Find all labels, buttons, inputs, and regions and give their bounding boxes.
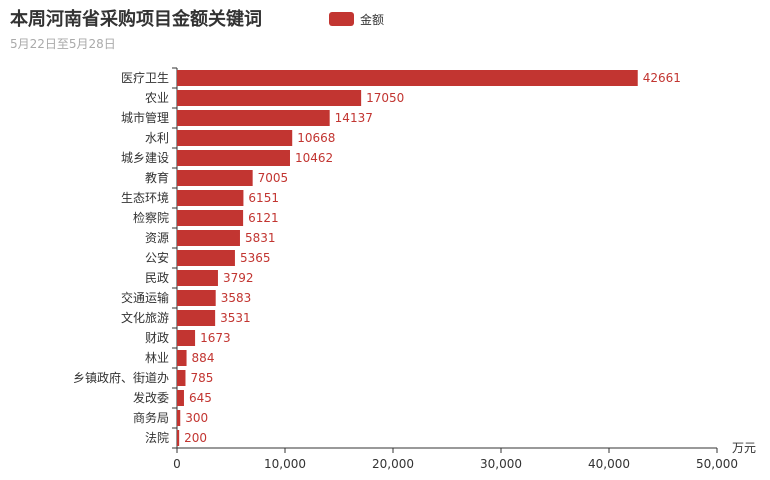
bar xyxy=(177,250,235,266)
bar xyxy=(177,390,184,406)
bar xyxy=(177,90,362,106)
data-label: 200 xyxy=(184,431,207,445)
legend-label: 金额 xyxy=(360,12,384,27)
chart-title: 本周河南省采购项目金额关键词 xyxy=(10,8,262,30)
data-label: 3583 xyxy=(221,291,252,305)
y-tick-label: 文化旅游 xyxy=(121,310,169,325)
bar xyxy=(177,290,216,306)
x-tick-label: 20,000 xyxy=(372,457,414,471)
y-tick-label: 生态环境 xyxy=(121,190,169,205)
data-label: 785 xyxy=(190,371,213,385)
y-tick-label: 医疗卫生 xyxy=(121,71,169,85)
y-tick-label: 水利 xyxy=(145,131,169,145)
y-tick-label: 教育 xyxy=(145,170,169,185)
x-axis-label: 万元 xyxy=(732,441,756,455)
x-tick-label: 10,000 xyxy=(264,457,306,471)
y-tick-label: 发改委 xyxy=(133,390,169,405)
bar xyxy=(177,330,196,346)
y-tick-label: 公安 xyxy=(145,250,169,265)
legend-item[interactable]: 金额 xyxy=(329,12,384,27)
data-label: 10462 xyxy=(295,151,333,165)
y-tick-label: 资源 xyxy=(145,231,169,245)
y-tick-label: 林业 xyxy=(145,351,169,365)
data-label: 42661 xyxy=(643,71,681,85)
data-label: 5365 xyxy=(240,251,271,265)
data-label: 7005 xyxy=(258,171,289,185)
bar xyxy=(177,210,244,226)
data-label: 884 xyxy=(192,351,215,365)
bar xyxy=(177,110,330,126)
y-tick-label: 法院 xyxy=(145,431,169,445)
data-label: 5831 xyxy=(245,231,276,245)
data-label: 14137 xyxy=(335,111,373,125)
data-label: 10668 xyxy=(297,131,335,145)
data-label: 300 xyxy=(185,411,208,425)
bar xyxy=(177,350,187,366)
x-tick-label: 30,000 xyxy=(480,457,522,471)
data-label: 6151 xyxy=(248,191,279,205)
x-tick-label: 50,000 xyxy=(696,457,738,471)
bar xyxy=(177,130,293,146)
bar xyxy=(177,150,290,166)
y-tick-label: 交通运输 xyxy=(121,290,169,305)
data-label: 3531 xyxy=(220,311,251,325)
y-tick-label: 民政 xyxy=(145,271,169,285)
bar xyxy=(177,170,253,186)
bar xyxy=(177,370,186,386)
x-tick-label: 40,000 xyxy=(588,457,630,471)
y-tick-label: 城市管理 xyxy=(121,110,169,125)
chart-subtitle: 5月22日至5月28日 xyxy=(10,37,116,51)
bar xyxy=(177,230,240,246)
bar xyxy=(177,310,216,326)
data-label: 6121 xyxy=(248,211,279,225)
data-label: 645 xyxy=(189,391,212,405)
y-tick-label: 检察院 xyxy=(133,210,169,225)
y-tick-label: 商务局 xyxy=(133,410,169,425)
bar xyxy=(177,70,638,86)
bar xyxy=(177,190,244,206)
x-tick-label: 0 xyxy=(173,457,181,471)
legend-swatch xyxy=(329,12,354,26)
data-label: 1673 xyxy=(200,331,231,345)
y-tick-label: 城乡建设 xyxy=(121,151,169,165)
data-label: 17050 xyxy=(366,91,404,105)
bar xyxy=(177,430,180,446)
y-tick-label: 乡镇政府、街道办 xyxy=(73,370,169,385)
bar xyxy=(177,270,218,286)
y-tick-label: 财政 xyxy=(145,331,169,345)
data-label: 3792 xyxy=(223,271,254,285)
bar xyxy=(177,410,181,426)
y-tick-label: 农业 xyxy=(145,91,169,105)
